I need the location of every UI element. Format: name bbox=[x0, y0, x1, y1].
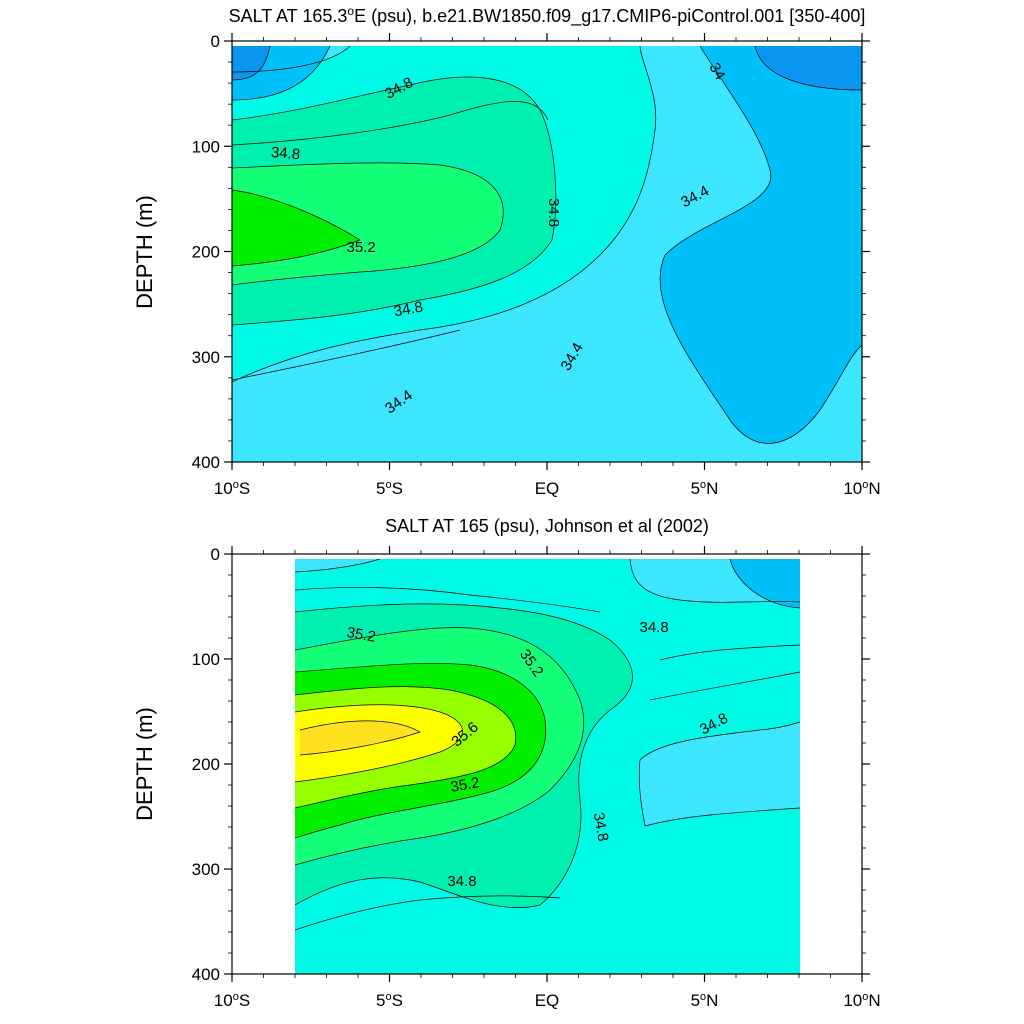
contour-fill-36-0 bbox=[300, 720, 420, 755]
contour-label: 34 bbox=[706, 60, 729, 83]
x-tick-label: 10oS bbox=[214, 991, 250, 1010]
observed-axes: 0 100 200 300 400 10oS 5oS EQ 5oN 10oN bbox=[192, 545, 881, 1010]
contour-line bbox=[295, 559, 381, 573]
y-tick-label: 100 bbox=[192, 137, 220, 156]
contour-fill-34-0b bbox=[232, 46, 270, 80]
contour-line bbox=[232, 46, 657, 383]
contour-label: 34.8 bbox=[270, 144, 301, 163]
contour-line bbox=[659, 644, 800, 661]
contour-label: 34.8 bbox=[590, 811, 612, 843]
contour-label: 35.2 bbox=[347, 239, 376, 256]
contour-fill-34-2 bbox=[660, 46, 862, 444]
y-axis-label: DEPTH (m) bbox=[132, 707, 157, 821]
observed-contour-lines bbox=[295, 559, 800, 931]
contour-fill-34-6c bbox=[295, 559, 380, 572]
y-tick-label: 0 bbox=[211, 32, 220, 51]
x-tick-label: 10oN bbox=[843, 991, 880, 1010]
contour-fill-34-0 bbox=[755, 46, 862, 90]
contour-label: 35.2 bbox=[449, 774, 481, 796]
x-tick-label: 5oN bbox=[691, 479, 719, 498]
contour-line bbox=[649, 671, 800, 701]
x-tick-label: 10oN bbox=[843, 479, 880, 498]
contour-label: 34.8 bbox=[447, 873, 476, 890]
panel-title: SALT AT 165.3oE (psu), b.e21.BW1850.f09_… bbox=[229, 4, 866, 27]
y-tick-label: 300 bbox=[192, 348, 220, 367]
contour-line bbox=[638, 759, 800, 827]
contour-line bbox=[232, 46, 331, 101]
panel-title: SALT AT 165 (psu), Johnson et al (2002) bbox=[385, 516, 709, 536]
title-part: SALT AT 165.3 bbox=[229, 6, 348, 26]
contour-line bbox=[295, 603, 633, 909]
model-salinity-field bbox=[232, 46, 862, 462]
y-tick-label: 0 bbox=[211, 545, 220, 564]
contour-fill-35-2 bbox=[232, 190, 360, 266]
y-tick-label: 200 bbox=[192, 243, 220, 262]
contour-label: 34.8 bbox=[639, 619, 668, 636]
contour-line bbox=[295, 627, 585, 866]
x-tick-label: 5oS bbox=[376, 991, 403, 1010]
model-contour-lines bbox=[232, 46, 862, 444]
contour-label: 34.8 bbox=[545, 198, 562, 227]
contour-line bbox=[639, 721, 800, 761]
contour-line bbox=[232, 46, 351, 73]
contour-line bbox=[659, 46, 862, 444]
contour-line bbox=[295, 704, 463, 783]
contour-line bbox=[232, 189, 361, 267]
contour-line bbox=[299, 720, 421, 756]
observed-salinity-field bbox=[295, 559, 800, 974]
contour-line bbox=[295, 587, 601, 613]
contour-label: 34.8 bbox=[393, 298, 425, 320]
panel-observations: 35.235.234.835.635.234.834.834.8 0100200… bbox=[132, 516, 881, 1010]
x-tick-label: 5oS bbox=[376, 479, 403, 498]
contour-line bbox=[232, 329, 461, 381]
x-tick-label: 10oS bbox=[214, 479, 250, 498]
x-tick-label: 5oN bbox=[691, 991, 719, 1010]
model-axes: 0 100 200 300 400 10oS 5oS EQ 5oN 10oN bbox=[192, 32, 881, 498]
title-part: SALT AT 165 (psu), Johnson et al (2002) bbox=[385, 516, 709, 536]
contour-line bbox=[295, 686, 517, 809]
contour-line bbox=[754, 46, 862, 91]
panel-model: 34.834.835.234.834.834.434.434.434 01002… bbox=[132, 4, 881, 498]
title-part: o bbox=[347, 4, 354, 18]
contour-line bbox=[232, 46, 271, 81]
contour-line bbox=[232, 76, 557, 326]
contour-line bbox=[232, 162, 504, 286]
contour-line bbox=[295, 895, 561, 931]
y-tick-label: 100 bbox=[192, 650, 220, 669]
y-tick-label: 300 bbox=[192, 860, 220, 879]
y-axis-label: DEPTH (m) bbox=[132, 195, 157, 309]
y-tick-label: 400 bbox=[192, 453, 220, 472]
contour-line bbox=[295, 663, 547, 839]
x-tick-label: EQ bbox=[535, 479, 560, 498]
title-part: E (psu), b.e21.BW1850.f09_g17.CMIP6-piCo… bbox=[354, 6, 865, 27]
x-tick-label: EQ bbox=[535, 991, 560, 1010]
y-tick-label: 400 bbox=[192, 965, 220, 984]
y-tick-label: 200 bbox=[192, 755, 220, 774]
contour-fill-34-4 bbox=[730, 559, 800, 608]
contour-fill-34-6b bbox=[639, 722, 800, 826]
contour-line bbox=[629, 559, 800, 603]
contour-label: 35.2 bbox=[345, 624, 377, 646]
contour-line bbox=[232, 101, 549, 146]
contour-line bbox=[729, 559, 800, 609]
